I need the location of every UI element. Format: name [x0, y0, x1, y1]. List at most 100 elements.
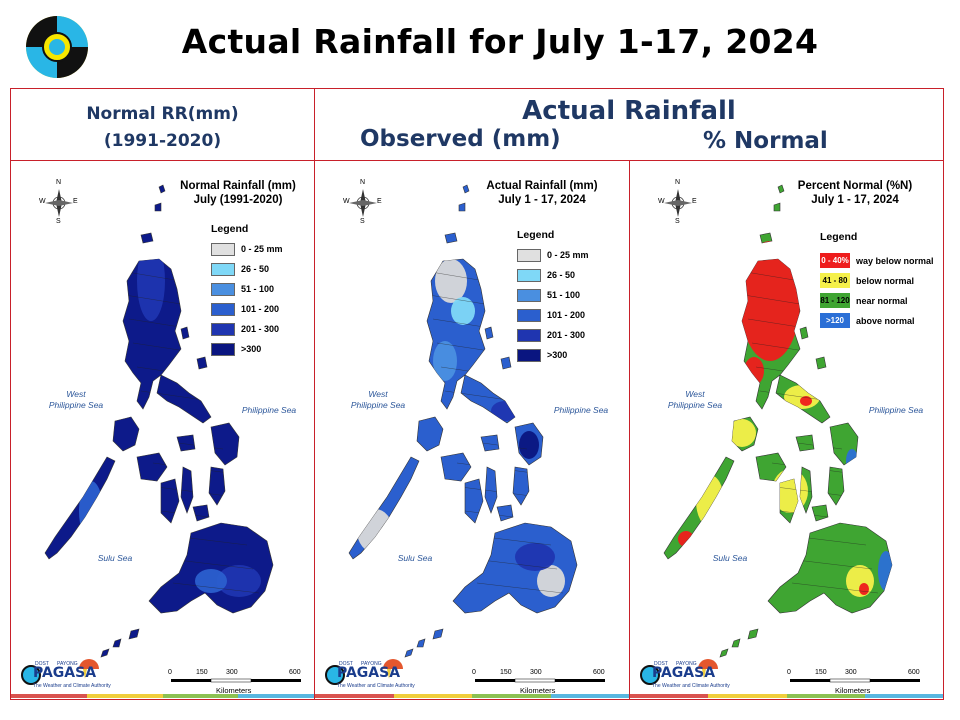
island-bohol [192, 504, 210, 522]
legend-swatch: 81 - 120 [820, 293, 850, 308]
legend-label: 201 - 300 [241, 324, 280, 334]
actual-map-title: Actual Rainfall (mm) July 1 - 17, 2024 [477, 179, 607, 207]
island-masbate [176, 434, 196, 452]
legend-swatch: >120 [820, 313, 850, 328]
pagasa-payong: PAYONG [361, 661, 382, 667]
island-samar [829, 422, 859, 466]
island-sulu2 [416, 638, 426, 648]
rainfall-zone [740, 241, 800, 361]
legend-label: 0 - 25 mm [547, 250, 589, 260]
legend-swatch [211, 283, 235, 296]
legend-label: >300 [547, 350, 568, 360]
footer-color-strip [786, 694, 865, 698]
percent-map-title: Percent Normal (%N) July 1 - 17, 2024 [790, 179, 920, 207]
island-sulu1 [128, 628, 140, 640]
observed-header: Observed (mm) [360, 126, 561, 152]
rainfall-zone [79, 481, 103, 541]
island-bab [759, 232, 773, 244]
compass-north: N [360, 179, 366, 186]
island-mindanao [767, 522, 893, 614]
pagasa-dost: DOST [654, 661, 668, 667]
island-bat1 [462, 184, 470, 194]
map-title-line1: Actual Rainfall (mm) [486, 180, 598, 192]
compass-north: N [56, 179, 62, 186]
rainfall-zone [744, 357, 764, 385]
island-panay [136, 452, 168, 482]
map-title-line2: July (1991-2020) [193, 194, 283, 206]
island-sulu2 [731, 638, 741, 648]
island-samar [210, 422, 240, 466]
pagasa-dost: DOST [35, 661, 49, 667]
island-leyte [208, 466, 226, 506]
philippine-sea-label: Philippine Sea [553, 405, 609, 415]
pagasa-tagline: The Weather and Climate Authority [337, 683, 415, 689]
rainfall-zone [491, 401, 519, 421]
percent-header: % Normal [703, 128, 828, 154]
island-catand [815, 356, 827, 370]
kilometers-label: Kilometers [520, 686, 556, 695]
island-masbate [480, 434, 500, 452]
legend-swatch [517, 249, 541, 262]
footer-color-strip [630, 694, 709, 698]
rainfall-zone [678, 531, 694, 547]
island-mindoro [416, 416, 444, 452]
island-bat2 [154, 202, 162, 212]
scale-0: 0 [168, 669, 172, 676]
compass-rose-icon [45, 189, 73, 217]
rainfall-zone [357, 509, 393, 553]
rainfall-zone [696, 475, 724, 527]
legend-label: below normal [856, 276, 915, 286]
compass-east: E [692, 198, 697, 205]
island-bab [140, 232, 154, 244]
rainfall-zone [435, 259, 467, 303]
legend-swatch [517, 349, 541, 362]
island-panay [440, 452, 472, 482]
compass-south: S [360, 218, 365, 225]
legend-swatch [211, 263, 235, 276]
rainfall-zone [846, 449, 858, 473]
scale-150: 150 [815, 669, 827, 676]
island-leyte [512, 466, 530, 506]
scale-150: 150 [500, 669, 512, 676]
island-bohol [811, 504, 829, 522]
philippine-sea-label: Philippine Sea [241, 405, 297, 415]
legend-swatch [211, 323, 235, 336]
compass-south: S [675, 218, 680, 225]
footer-color-strip [162, 694, 239, 698]
sea-label-line: West [368, 389, 388, 399]
scale-600: 600 [593, 669, 605, 676]
west-philippine-sea-label: West Philippine Sea [660, 389, 730, 411]
pagasa-footer-logo [640, 659, 718, 685]
island-catand [196, 356, 208, 370]
legend-label: 51 - 100 [241, 284, 275, 294]
footer-color-strip [393, 694, 472, 698]
normal-map-title: Normal Rainfall (mm) July (1991-2020) [173, 179, 303, 207]
island-mindoro [112, 416, 140, 452]
island-bab [444, 232, 458, 244]
footer-color-strip [708, 694, 787, 698]
footer-color-strip [86, 694, 163, 698]
legend-label: near normal [856, 296, 908, 306]
legend-label: 0 - 25 mm [241, 244, 283, 254]
island-luzon [122, 258, 182, 410]
scale-150: 150 [196, 669, 208, 676]
sea-label-line: Philippine Sea [48, 400, 104, 410]
kilometers-label: Kilometers [835, 686, 871, 695]
scale-600: 600 [289, 669, 301, 676]
island-palawan [348, 456, 420, 560]
footer-color-strip [238, 694, 314, 698]
normal-legend-title: Legend [211, 223, 249, 235]
footer-color-strip [864, 694, 943, 698]
pagasa-wordmark: PAGASA [337, 665, 401, 681]
legend-swatch: 0 - 40% [820, 253, 850, 268]
normal-header-line1: Normal RR(mm) [86, 104, 239, 124]
sulu-sea-label: Sulu Sea [397, 553, 433, 563]
map-title-line1: Percent Normal (%N) [797, 180, 913, 192]
sea-label-line: West [66, 389, 86, 399]
island-bohol [496, 504, 514, 522]
scale-300: 300 [845, 669, 857, 676]
map-title-line1: Normal Rainfall (mm) [180, 180, 296, 192]
west-philippine-sea-label: West Philippine Sea [343, 389, 413, 411]
sulu-sea-label: Sulu Sea [97, 553, 133, 563]
scale-0: 0 [472, 669, 476, 676]
